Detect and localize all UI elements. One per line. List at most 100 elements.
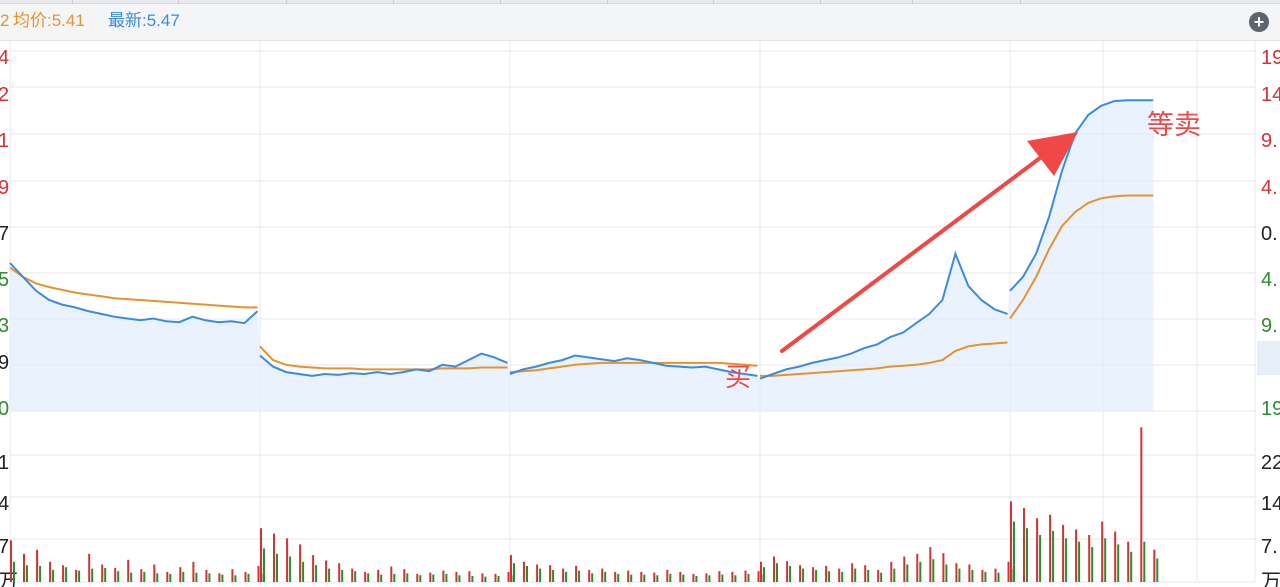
y-axis-label-left: 7 [0,536,9,558]
volume-bar-up [903,556,906,582]
volume-bar-down [65,567,68,582]
volume-bar-up [468,571,471,582]
y-axis-label-right: 14 [1261,493,1280,515]
volume-bar-down [695,576,698,582]
tab-divider [713,0,714,4]
volume-bar-down [682,574,685,582]
volume-bar-up [614,571,617,582]
tab-divider [500,0,501,4]
volume-bar-up [1140,427,1143,582]
volume-bar-down [354,571,357,582]
volume-bar-down [276,553,278,582]
price-line [509,354,758,377]
volume-bar-up [760,561,762,582]
volume-bar-down [221,574,224,582]
volume-bar-up [549,565,552,582]
volume-bar-up [692,573,695,582]
volume-bar-down [776,563,778,582]
volume-bar-up [851,563,854,582]
volume-bar-down [617,573,620,582]
buy-annotation: 买 [725,362,751,392]
y-axis-label-right: 万 [1261,571,1280,587]
y-axis-label-left: 2 [0,84,9,106]
volume-bar-up [575,565,578,582]
price-lines [9,99,1154,380]
volume-bar-up [351,568,354,582]
volume-bar-up [1101,521,1104,582]
volume-bar-up [588,569,591,582]
volume-bar-up [442,570,445,582]
volume-bar-up [718,571,721,582]
volume-bar-up [364,571,367,582]
y-axis-label-left: 万 [0,571,18,587]
volume-bar-down [143,571,146,582]
volume-bar-down [1104,538,1107,582]
volume-bar-up [731,571,734,582]
y-axis-label-right: 4. [1261,177,1278,199]
volume-bar-up [825,565,828,582]
volume-bar-up [218,573,221,582]
current-price-marker [1257,341,1280,375]
volume-bar-down [513,563,515,582]
volume-bar-up [786,561,789,582]
volume-bar-up [627,570,630,582]
tab-divider [178,0,179,4]
volume-bar-down [958,568,961,582]
volume-bar-up [994,568,997,582]
volume-bar-down [815,569,818,582]
average-price-line [1009,194,1154,320]
volume-bar-down [734,575,737,582]
volume-bar-down [656,575,659,582]
volume-bar-up [890,561,893,582]
volume-bar-down [78,570,81,582]
zoom-in-button[interactable]: + [1249,12,1269,32]
volume-bar-down [169,573,172,582]
volume-bar-down [289,556,292,582]
price-line [1009,99,1154,292]
volume-bar-down [1078,541,1081,582]
y-axis-label-left: 4 [0,47,9,69]
volume-bar-up [403,569,406,582]
average-price-line [760,341,1008,377]
volume-bar-up [1153,549,1156,582]
volume-bar-down [130,572,133,582]
volume-bar-down [721,574,724,582]
volume-bar-up [429,572,432,582]
volume-bar-up [1023,508,1025,582]
volume-bar-down [591,573,594,582]
volume-bar-up [325,560,328,582]
y-axis-label-left: 9 [0,352,9,374]
tab-divider [1020,0,1021,4]
volume-bar-up [390,566,393,582]
volume-bar-down [26,565,28,582]
volume-bar-down [445,573,448,582]
y-axis-label-right: 22 [1261,452,1280,474]
volume-bar-down [789,565,792,582]
volume-bar-up [679,571,682,582]
price-line [759,250,1008,380]
price-line [259,352,508,377]
volume-bar-up [601,568,604,582]
volume-bar-up [1036,518,1039,582]
volume-bar-down [867,569,870,582]
volume-bar-down [1052,530,1055,582]
volume-bar-down [643,574,646,582]
volume-bar-up [23,553,25,582]
arrow-shaft [780,156,1042,353]
volume-bar-up [36,549,39,582]
volume-bar-down [932,559,935,582]
volume-bar-down [828,571,831,582]
volume-bar-down [708,575,711,582]
volume-bar-down [984,571,987,582]
volume-bar-up [510,555,512,582]
arrow-head [1027,132,1078,176]
volume-bar-up [114,567,117,582]
volume-bar-up [153,564,156,582]
tab-divider [912,0,913,4]
volume-bar-down [1143,541,1146,582]
volume-bar-down [854,568,857,582]
volume-bar-up [744,570,747,582]
volume-bar-up [507,571,510,582]
volume-bar-up [1010,501,1012,582]
